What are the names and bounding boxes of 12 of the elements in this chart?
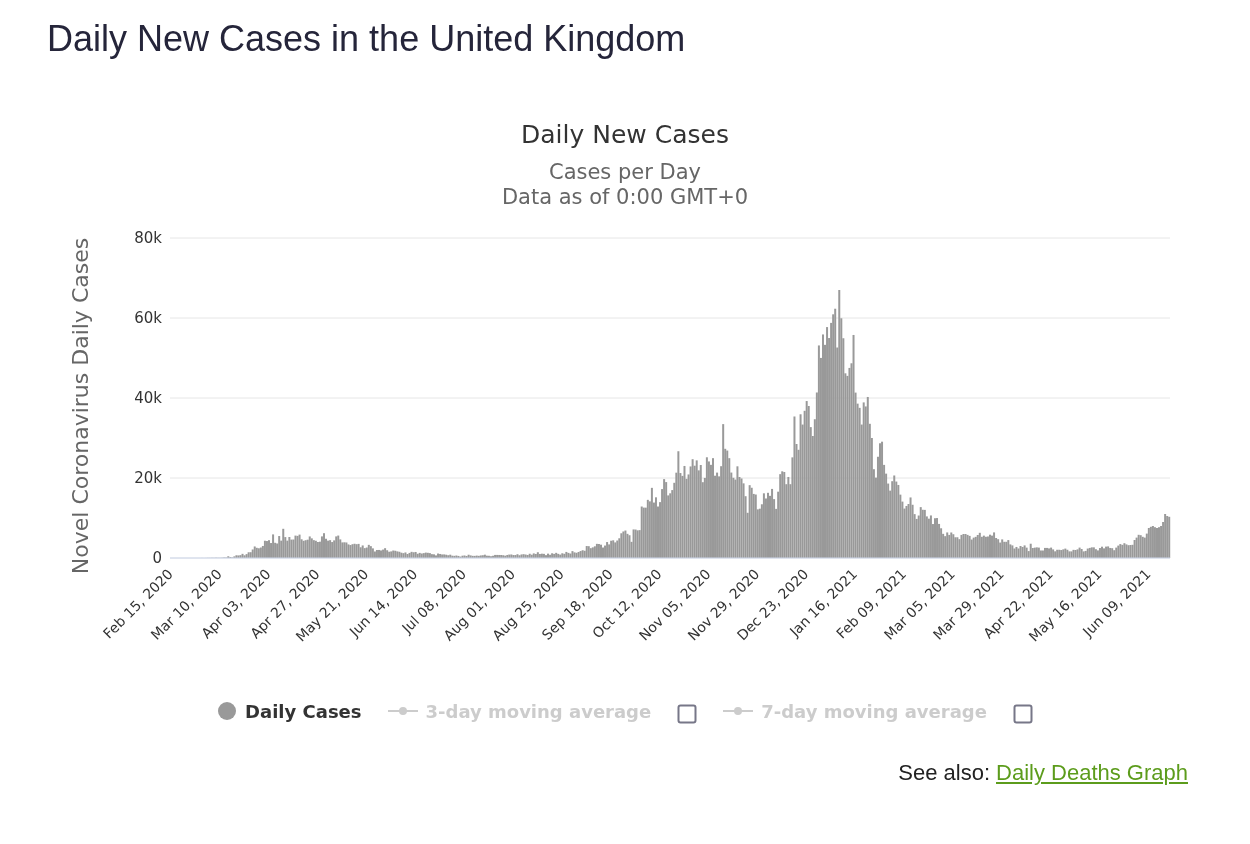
text: See also: [898,760,991,786]
y-tick-label: 40k [134,389,163,408]
legend-label: Daily Cases [245,700,362,722]
y-tick-label: 0 [152,549,162,568]
y-axis-title: Novel Coronavirus Daily Cases [67,237,93,575]
text: Daily Deaths Graph [996,760,1188,786]
chart-subtitle: Cases per Day Data as of 0:00 GMT+0 [500,160,750,209]
y-tick-label: 60k [134,309,163,328]
y-tick-label: 80k [134,229,163,248]
chart-title: Daily New Cases [520,120,730,149]
text: Daily New Cases in the United Kingdom [47,18,686,60]
y-tick-label: 20k [134,469,163,488]
